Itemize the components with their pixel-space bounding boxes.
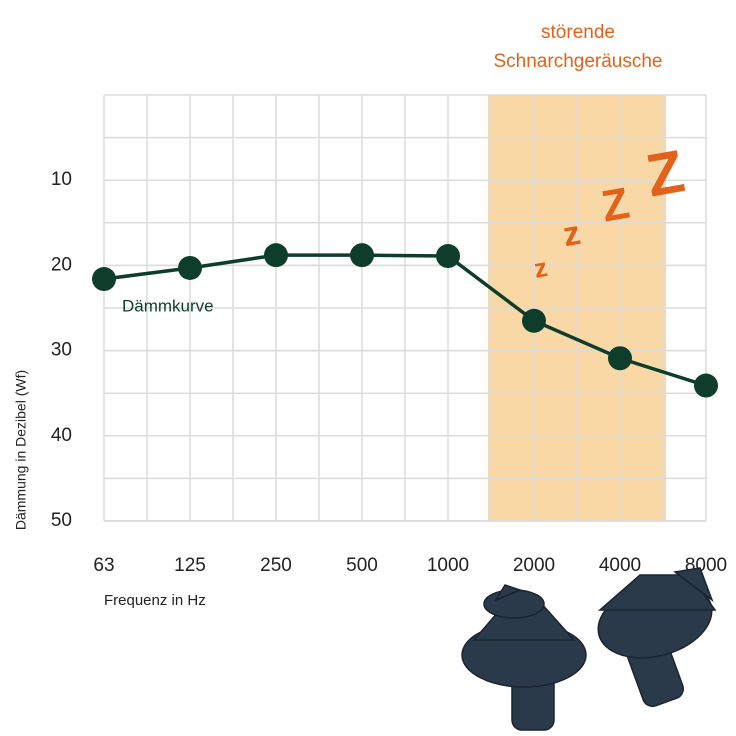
y-axis-title: Dämmung in Dezibel (Wf) (13, 370, 29, 530)
data-point (264, 243, 288, 268)
x-tick-label: 4000 (599, 555, 641, 576)
y-tick-label: 10 (51, 169, 72, 190)
annotation: Schnarchgeräusche (494, 51, 663, 72)
data-point (178, 255, 202, 280)
x-tick-label: 63 (93, 555, 114, 576)
x-tick-label: 500 (346, 555, 378, 576)
x-tick-label: 250 (260, 555, 292, 576)
data-point (436, 244, 460, 269)
data-line (103, 253, 707, 388)
y-tick-label: 50 (51, 510, 72, 531)
x-tick-label: 2000 (513, 555, 555, 576)
y-tick-label: 40 (51, 425, 72, 446)
snore-letter: z (532, 252, 550, 284)
earplugs (461, 567, 717, 731)
annotation: störende (541, 22, 615, 43)
snore-letter: z (560, 214, 583, 254)
data-point (608, 346, 632, 371)
data-point (694, 373, 718, 398)
x-axis-title: Frequenz in Hz (104, 592, 206, 609)
data-point (92, 267, 116, 292)
data-point (350, 243, 374, 268)
data-point (522, 308, 546, 333)
x-tick-label: 1000 (427, 555, 469, 576)
x-tick-label: 125 (174, 555, 206, 576)
y-tick-label: 20 (51, 254, 72, 275)
y-tick-label: 30 (51, 340, 72, 361)
series-label: Dämmkurve (122, 297, 214, 316)
